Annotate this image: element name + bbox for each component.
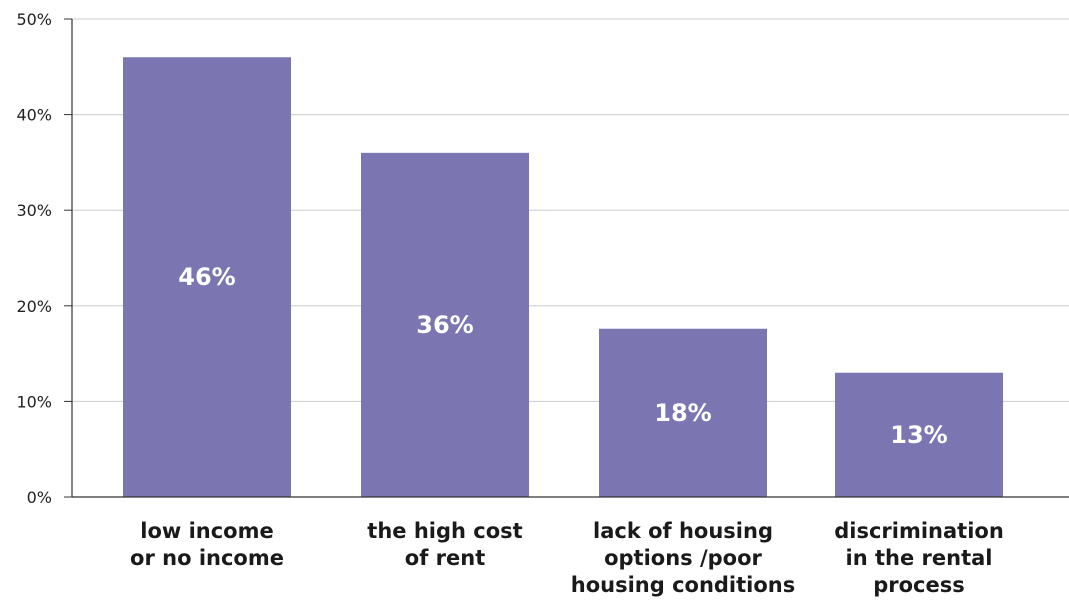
- bar: [123, 57, 291, 498]
- x-category-label-line: the high cost: [367, 519, 522, 543]
- bar-value-label: 46%: [178, 263, 235, 291]
- x-category-label: low income or no income: [130, 519, 284, 570]
- x-category-label-line: of rent: [405, 546, 485, 570]
- x-axis-labels: low income or no income the high cost of re…: [130, 519, 1004, 597]
- x-category-label-line: in the rental: [846, 546, 993, 570]
- bar: [835, 372, 1003, 497]
- x-category-label-line: options /poor: [604, 546, 762, 570]
- bar-value-label: 18%: [654, 399, 711, 427]
- x-category-label-line: or no income: [130, 546, 284, 570]
- x-category-label: discrimination in the rental process: [834, 519, 1004, 597]
- bar-value-label: 13%: [890, 421, 947, 449]
- x-category-label-line: process: [873, 573, 965, 597]
- x-category-label-line: discrimination: [834, 519, 1004, 543]
- bar: [361, 152, 529, 497]
- y-axis-ticks: 0% 10% 20% 30% 40% 50%: [16, 10, 72, 507]
- x-category-label: the high cost of rent: [367, 519, 522, 570]
- y-tick-label: 0%: [27, 488, 52, 507]
- axes: [71, 19, 1069, 498]
- y-tick-label: 20%: [16, 297, 52, 316]
- bar-value-label: 36%: [416, 311, 473, 339]
- y-tick-label: 50%: [16, 10, 52, 29]
- x-category-label-line: low income: [140, 519, 274, 543]
- y-tick-label: 10%: [16, 392, 52, 411]
- y-tick-label: 40%: [16, 106, 52, 125]
- x-category-label: lack of housing options /poor housing cond…: [571, 519, 796, 597]
- x-category-label-line: lack of housing: [593, 519, 773, 543]
- x-category-label-line: housing conditions: [571, 573, 796, 597]
- bar: [599, 328, 767, 497]
- y-tick-label: 30%: [16, 201, 52, 220]
- bars: 46% 36% 18% 13%: [123, 57, 1003, 498]
